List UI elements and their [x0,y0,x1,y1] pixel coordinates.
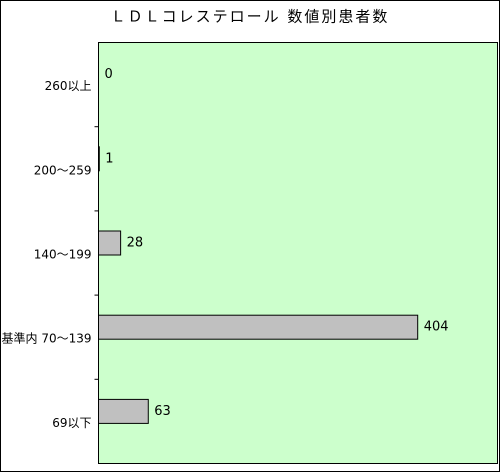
plot-area [98,42,498,464]
value-label: 28 [127,236,144,251]
bar [98,398,149,424]
value-label: 63 [154,404,171,419]
bar [98,230,122,256]
y-tick-label: 69以下 [52,416,91,430]
y-tick-label: 200～259 [34,163,92,177]
value-label: 0 [105,67,113,82]
value-label: 404 [424,320,449,335]
chart-title: ＬＤＬコレステロール 数値別患者数 [111,8,390,26]
y-tick-label: 260以上 [45,79,92,93]
bar [98,146,100,172]
value-label: 1 [105,151,113,166]
y-tick-label: 基準内 70～139 [2,331,92,346]
y-tick-label: 140～199 [34,248,92,262]
bar [98,314,419,340]
